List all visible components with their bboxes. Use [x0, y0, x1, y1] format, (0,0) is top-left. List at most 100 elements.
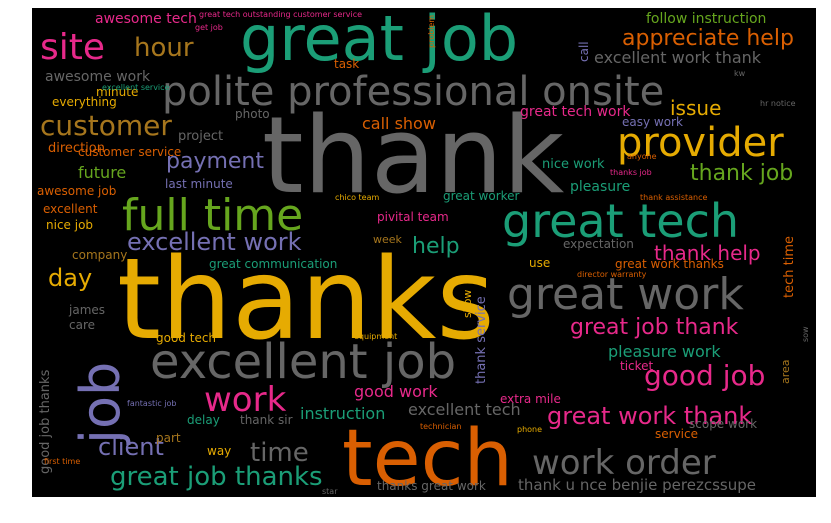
word-thank-assistance: thank assistance — [640, 193, 708, 202]
word-great-job: great job — [240, 8, 519, 75]
word-great-tech-work: great tech work — [520, 104, 631, 120]
word-everything: everything — [52, 95, 117, 109]
word-scope-work: scope work — [689, 417, 758, 431]
word-great-communication: great communication — [209, 257, 338, 271]
word-chico-team: chico team — [335, 193, 380, 202]
word-kw: kw — [734, 69, 746, 78]
word-director-warranty: director warranty — [577, 270, 647, 279]
word-direction: direction — [48, 141, 105, 156]
word-company: company — [72, 248, 128, 262]
word-good-tech: good tech — [156, 331, 217, 345]
word-awesome-work: awesome work — [45, 69, 151, 85]
word-thank-sir: thank sir — [240, 413, 293, 427]
word-work-order: work order — [532, 443, 716, 483]
word-thank-job: thank job — [690, 161, 794, 186]
word-great-work: great work — [507, 269, 744, 320]
word-last-minute: last minute — [165, 177, 233, 191]
word-customer-service: customer service — [78, 145, 182, 159]
word-day: day — [48, 264, 93, 292]
word-time: time — [250, 438, 309, 468]
word-minute: minute — [96, 85, 139, 99]
word-awesome-tech: awesome tech — [95, 11, 197, 27]
word-excellent-job: excellent job — [150, 334, 457, 390]
word-great-job-thanks: great job thanks — [110, 462, 323, 492]
word-fantastic-job: fantastic job — [127, 399, 177, 408]
word-equipment: equipment — [354, 332, 398, 341]
word-james: james — [69, 303, 106, 317]
word-instruction: instruction — [300, 404, 386, 423]
word-area: area — [779, 359, 792, 384]
word-great-worker: great worker — [443, 189, 520, 203]
word-awesome-job: awesome job — [37, 184, 117, 198]
word-good-job: good job — [644, 359, 766, 392]
word-payment: payment — [166, 149, 265, 174]
word-nice-work: nice work — [542, 157, 605, 172]
word-issue: issue — [670, 96, 722, 120]
word-thank: thank — [262, 94, 565, 217]
word-hour: hour — [134, 33, 194, 63]
word-week: week — [373, 233, 402, 246]
word-call-show: call show — [362, 114, 436, 133]
word-future: future — [78, 163, 127, 182]
word-great-tech-outstanding-customer-service: great tech outstanding customer service — [199, 10, 363, 19]
word-part: part — [156, 431, 181, 445]
word-show: show — [461, 289, 474, 318]
word-photo: photo — [235, 107, 270, 121]
word-get-job: get job — [195, 23, 223, 32]
word-technician: technician — [420, 422, 462, 431]
word-phone: phone — [517, 425, 543, 434]
word-hr-notice: hr notice — [760, 99, 796, 108]
word-excellent-service: excellent service — [102, 83, 170, 92]
word-care: care — [69, 318, 96, 332]
word-great-tech: great tech — [502, 194, 740, 248]
word-great-work-thanks: great work thanks — [615, 257, 724, 271]
word-thank-service: thank service — [474, 296, 489, 384]
word-nice-job: nice job — [46, 218, 94, 232]
word-job: job — [69, 361, 132, 444]
word-excellent-work: excellent work — [127, 228, 302, 256]
word-customer: customer — [40, 109, 172, 142]
word-work: work — [204, 380, 287, 420]
word-thanks-job: thanks job — [610, 168, 652, 177]
word-use: use — [529, 256, 551, 270]
word-appreciate-help: appreciate help — [622, 26, 794, 51]
word-tech-time: tech time — [782, 236, 797, 298]
word-thanks: thanks — [117, 235, 495, 365]
word-excellent-work-thank: excellent work thank — [594, 48, 762, 67]
word-pivital-team: pivital team — [377, 210, 449, 224]
word-help: help — [412, 234, 460, 259]
word-anyone: anyone — [627, 152, 657, 161]
word-good-work: good work — [354, 382, 438, 401]
word-star: star — [322, 487, 338, 496]
word-problem: problem — [427, 14, 436, 48]
word-service: service — [655, 427, 698, 441]
word-way: way — [207, 444, 232, 458]
word-great-work-thank: great work thank — [547, 402, 753, 430]
word-site: site — [40, 27, 106, 68]
word-sow: sow — [801, 326, 810, 342]
word-client: client — [98, 433, 164, 461]
word-call: call — [577, 41, 591, 62]
word-expectation: expectation — [563, 237, 634, 251]
word-excellent-tech: excellent tech — [408, 400, 521, 419]
word-pleasure-work: pleasure work — [608, 342, 721, 361]
word-excellent: excellent — [43, 202, 98, 216]
word-provider: provider — [617, 120, 784, 166]
word-thank-help: thank help — [654, 241, 761, 265]
word-project: project — [178, 129, 224, 144]
word-extra-mile: extra mile — [500, 392, 561, 406]
word-pleasure: pleasure — [570, 179, 631, 195]
word-polite-professional-onsite: polite professional onsite — [162, 69, 665, 115]
word-first-time: first time — [44, 457, 81, 466]
word-task: task — [334, 57, 360, 71]
word-ticket: ticket — [620, 359, 654, 373]
word-delay: delay — [187, 413, 220, 427]
word-cloud: thank thanks great job tech polite profe… — [32, 8, 816, 497]
word-easy-work: easy work — [622, 115, 683, 129]
word-thanks-great-work: thanks great work — [377, 479, 486, 493]
word-great-job-thank: great job thank — [570, 315, 739, 340]
word-follow-instruction: follow instruction — [646, 11, 767, 27]
word-thank-u-nce-benjie-perezcssupe: thank u nce benjie perezcssupe — [518, 476, 756, 494]
word-full-time: full time — [122, 190, 304, 241]
word-tech: tech — [342, 414, 513, 497]
